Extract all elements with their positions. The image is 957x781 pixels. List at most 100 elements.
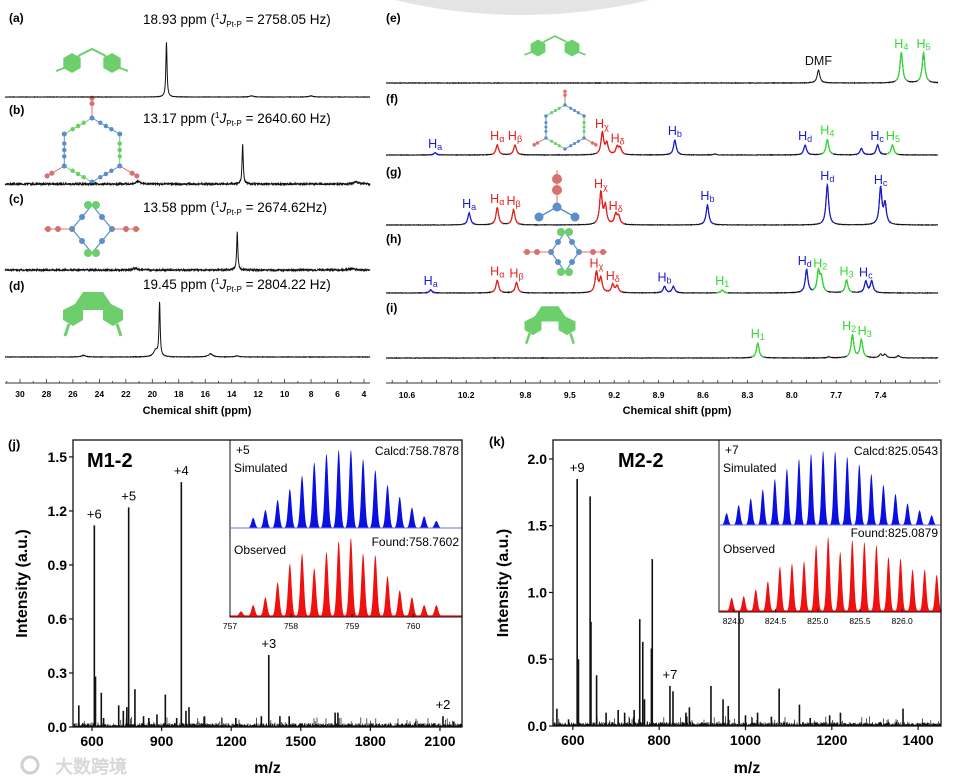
peak-label: H3 bbox=[840, 264, 854, 279]
peak-highlight-blue bbox=[668, 139, 682, 155]
peak-label-subscript: b bbox=[709, 194, 714, 204]
peak-label: Ha bbox=[424, 274, 438, 289]
peak-highlight-red bbox=[491, 279, 504, 293]
atom-dot bbox=[99, 238, 105, 244]
atom-dot bbox=[557, 106, 561, 110]
peak-label: Hα bbox=[490, 129, 504, 144]
y-tick-label: 1.0 bbox=[528, 584, 548, 600]
isotope-peak-simulated bbox=[355, 459, 371, 528]
atom-dot bbox=[70, 126, 75, 132]
peak-highlight-red bbox=[594, 269, 608, 292]
calculated-mass: Calcd:758.7878 bbox=[375, 444, 459, 458]
isotope-pattern-inset: +7 Simulated Calcd:825.0543 Found:825.0879 O… bbox=[718, 439, 944, 626]
peak-label: Hd bbox=[798, 129, 812, 144]
peak-highlight-red bbox=[510, 281, 523, 294]
charge-state-label: +3 bbox=[261, 636, 276, 651]
peak-label-subscript: δ bbox=[620, 136, 625, 146]
x-tick-label: 14 bbox=[227, 389, 237, 399]
atom-dot bbox=[109, 126, 114, 132]
coupling-symbol: J bbox=[219, 200, 227, 215]
isotope-peak-observed bbox=[391, 590, 408, 616]
atom-dot bbox=[75, 171, 81, 177]
coupling-constant: = 2674.62Hz) bbox=[242, 200, 327, 215]
peak-label-subscript: d bbox=[807, 259, 812, 269]
watermark-text: 大数跨境 bbox=[55, 756, 127, 777]
isotope-peak-observed bbox=[820, 537, 836, 611]
atom-dot bbox=[553, 108, 558, 113]
atom-dot bbox=[576, 111, 580, 115]
atom-dot bbox=[61, 163, 67, 169]
x-tick-label: 26 bbox=[68, 389, 78, 399]
peak-highlight-blue bbox=[821, 182, 834, 223]
atom-dot bbox=[582, 129, 586, 133]
peak-label-subscript: χ bbox=[604, 122, 609, 132]
coupling-constant: = 2758.05 Hz) bbox=[242, 12, 331, 27]
charge-state-label: +9 bbox=[570, 460, 585, 475]
atom-dot bbox=[582, 114, 586, 118]
peak-highlight-blue bbox=[428, 151, 442, 156]
peak-highlight-green bbox=[840, 278, 853, 293]
isotope-peak-observed bbox=[330, 541, 347, 616]
atom-dot bbox=[61, 131, 67, 137]
x-tick-label: 1800 bbox=[355, 733, 386, 749]
peak-label-subscript: c bbox=[883, 178, 888, 188]
isotope-peak-observed bbox=[269, 582, 286, 616]
molecule-structure-icon bbox=[44, 201, 140, 257]
isotope-peak-observed bbox=[257, 597, 274, 616]
peak-highlight-green bbox=[854, 337, 868, 358]
watermark-shape bbox=[395, 0, 650, 15]
peak-highlight-blue bbox=[463, 211, 476, 225]
isotope-peak-simulated bbox=[269, 499, 286, 528]
isotope-peak-observed bbox=[379, 576, 396, 616]
peak-highlight-red bbox=[612, 211, 625, 225]
peak-highlight-red bbox=[594, 190, 608, 223]
atom-dot bbox=[92, 201, 100, 209]
peak-label: H4 bbox=[820, 124, 834, 139]
atom-dot bbox=[84, 201, 92, 209]
atom-dot bbox=[555, 259, 561, 265]
atom-dot bbox=[553, 141, 558, 146]
x-tick-label: 30 bbox=[15, 389, 25, 399]
peak-highlight-blue bbox=[874, 185, 888, 223]
peak-label-subscript: β bbox=[515, 199, 520, 209]
peak-label: Hd bbox=[820, 169, 834, 184]
isotope-peak-observed bbox=[808, 545, 824, 611]
peak-label-subscript: a bbox=[433, 279, 438, 289]
peak-label-subscript: d bbox=[829, 174, 834, 184]
peak-label: H2 bbox=[842, 319, 856, 334]
peak-label: Ha bbox=[462, 197, 476, 212]
arm-dot bbox=[44, 173, 50, 179]
chemical-shift-annotation: 19.45 ppm (1JPt-P = 2804.22 Hz) bbox=[143, 277, 331, 294]
bond-line bbox=[71, 204, 113, 254]
isotope-peak-simulated bbox=[924, 515, 939, 525]
x-tick-label: 1200 bbox=[216, 733, 247, 749]
peak-highlight-blue bbox=[667, 284, 680, 294]
x-tick-label: 800 bbox=[647, 732, 671, 748]
x-tick-label: 600 bbox=[80, 733, 104, 749]
isotope-peak-simulated bbox=[404, 507, 420, 528]
x-tick-label: 1400 bbox=[903, 732, 934, 748]
peak-label-subscript: b bbox=[677, 129, 682, 139]
atom-dot bbox=[62, 141, 67, 146]
peak-highlight-blue bbox=[424, 288, 437, 294]
atom-dot bbox=[79, 238, 85, 244]
isotope-peak-simulated bbox=[379, 485, 396, 528]
x-tick-label: 2100 bbox=[424, 733, 455, 749]
isotope-peak-observed bbox=[833, 551, 848, 611]
atom-dot bbox=[582, 125, 586, 129]
coupling-symbol: J bbox=[219, 111, 227, 126]
y-tick-label: 1.2 bbox=[48, 503, 68, 519]
peak-highlight-red bbox=[491, 207, 504, 225]
p31-spectrum-a: (a) 18.93 ppm (1JPt-P = 2758.05 Hz) bbox=[4, 11, 371, 99]
peak-highlight-green bbox=[751, 342, 764, 358]
chemical-shift-annotation: 13.58 ppm (1JPt-P = 2674.62Hz) bbox=[143, 200, 327, 217]
panel-label: (e) bbox=[386, 11, 401, 25]
peak-label: Hb bbox=[657, 271, 671, 286]
p31-x-axis: 30 28 26 24 22 20 18 16 14 12 10 8 6 4 Chemical shift … bbox=[5, 379, 370, 417]
plot-title: M1-2 bbox=[87, 450, 133, 472]
isotope-peak-simulated bbox=[779, 468, 795, 525]
atom-dot bbox=[70, 168, 75, 174]
peak-label-subscript: δ bbox=[615, 274, 620, 284]
arm-dot bbox=[563, 89, 567, 94]
